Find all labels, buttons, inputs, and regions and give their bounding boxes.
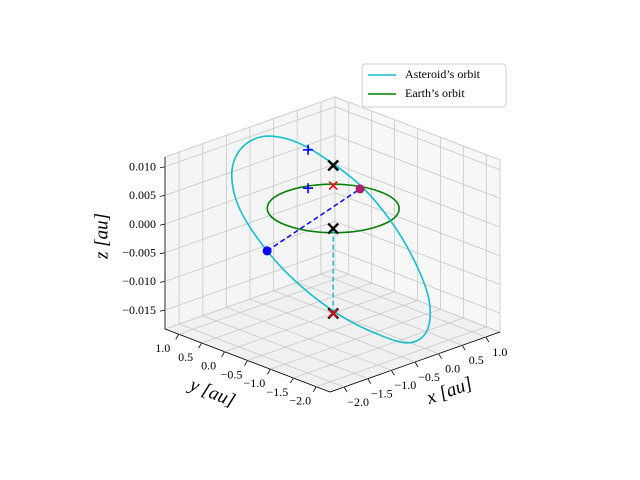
- grid-line: [178, 273, 349, 335]
- tick-mark: [343, 386, 348, 393]
- connector: [266, 188, 361, 252]
- grid: −2.0−1.5−1.0−0.50.00.51.0−2.0−1.5−1.0−0.…: [122, 102, 507, 409]
- grid-line: [334, 192, 501, 257]
- tick-mark: [312, 386, 317, 392]
- y-tick-label: 0.5: [178, 350, 193, 364]
- z-tick-label: 0.005: [129, 188, 156, 202]
- tick-mark: [221, 351, 225, 357]
- y-tick-label: −1.5: [266, 385, 288, 399]
- cross-marker: [303, 183, 314, 194]
- grid-line: [224, 291, 395, 353]
- grid-line: [201, 282, 372, 344]
- grid-line: [293, 317, 464, 379]
- cross-marker: [327, 222, 340, 235]
- grid-line: [164, 249, 336, 311]
- x-tick-label: −1.5: [371, 386, 393, 400]
- grid-line: [334, 163, 501, 228]
- tick-mark: [244, 360, 248, 366]
- tick-mark: [159, 309, 166, 312]
- tick-mark: [391, 370, 395, 376]
- grid-line: [334, 221, 501, 285]
- tick-mark: [159, 195, 166, 197]
- y-tick-label: 1.0: [155, 341, 170, 355]
- cross-marker: [327, 159, 340, 172]
- tick-mark: [438, 353, 442, 359]
- grid-line: [334, 106, 501, 171]
- y-tick-label: −0.5: [221, 367, 243, 381]
- tick-mark: [159, 281, 166, 283]
- point-marker: [355, 184, 365, 194]
- y-tick-label: −2.0: [289, 394, 311, 408]
- tick-mark: [289, 377, 294, 384]
- tick-mark: [159, 252, 166, 255]
- z-tick-label: 0.010: [129, 159, 156, 173]
- z-tick-label: −0.005: [122, 245, 156, 259]
- tick-mark: [159, 223, 166, 226]
- legend-label: Asteroid’s orbit: [405, 67, 481, 81]
- tick-mark: [267, 369, 271, 375]
- grid-line: [316, 326, 487, 388]
- x-tick-label: 0.0: [445, 361, 460, 375]
- grid-line: [334, 249, 501, 314]
- tick-mark: [367, 378, 372, 384]
- legend-label: Earth’s orbit: [405, 86, 465, 100]
- grid-line: [164, 192, 336, 254]
- z-tick-label: −0.015: [122, 303, 156, 317]
- grid-line: [164, 135, 336, 196]
- y-tick-label: −1.0: [244, 376, 266, 390]
- z-tick-label: −0.010: [122, 274, 156, 288]
- legend-box: [361, 63, 507, 108]
- tick-mark: [198, 342, 203, 349]
- grid-line: [164, 163, 336, 225]
- grid-line: [334, 135, 501, 199]
- z-axis-label: z [au]: [91, 213, 112, 260]
- tick-mark: [159, 166, 166, 169]
- orbit-line: [266, 183, 400, 234]
- x-tick-label: 1.0: [492, 345, 507, 359]
- tick-mark: [414, 361, 419, 368]
- cross-marker: [328, 308, 338, 318]
- x-tick-label: −2.0: [347, 395, 369, 409]
- grid-line: [247, 300, 418, 361]
- cross-marker: [328, 180, 338, 191]
- tick-mark: [461, 345, 466, 351]
- x-tick-label: −0.5: [418, 370, 440, 384]
- legend: Asteroid’s orbit Earth’s orbit: [361, 63, 507, 108]
- z-tick-label: 0.000: [129, 217, 156, 231]
- grid-line: [164, 106, 336, 168]
- grid-line: [270, 308, 441, 370]
- y-tick-label: 0.0: [201, 359, 216, 373]
- tick-mark: [485, 336, 490, 343]
- marks: [230, 135, 432, 344]
- tick-mark: [175, 334, 180, 340]
- cross-marker: [303, 144, 314, 155]
- x-tick-label: 0.5: [469, 353, 484, 367]
- x-tick-label: −1.0: [394, 378, 416, 392]
- point-marker: [262, 246, 272, 256]
- orbit-line: [230, 135, 432, 344]
